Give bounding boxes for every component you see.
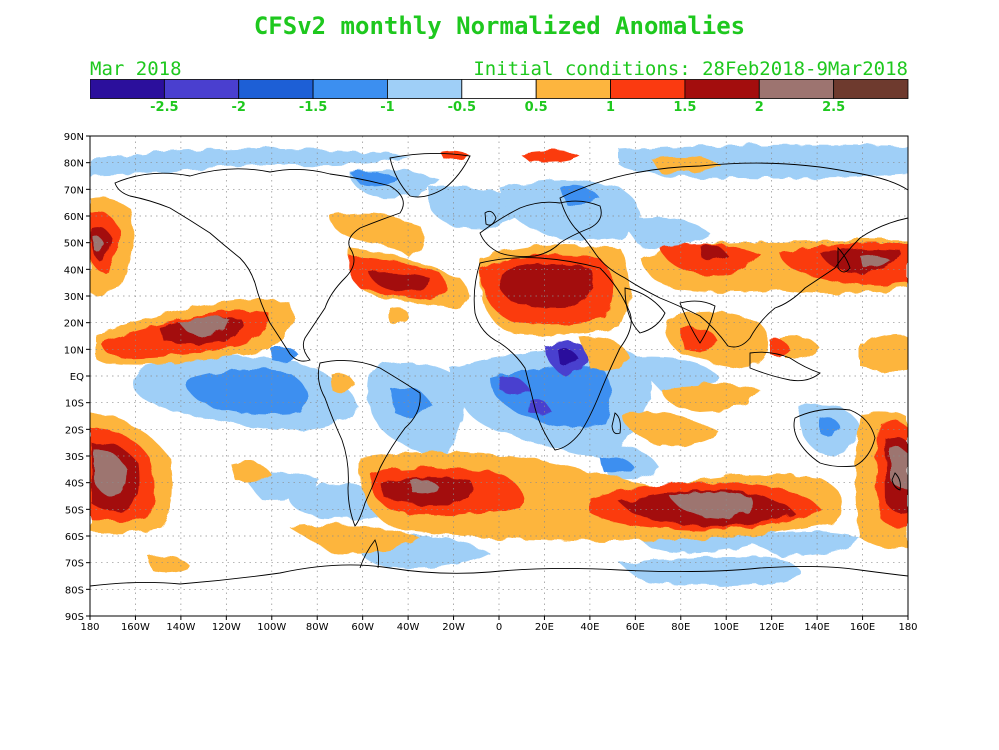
- australia-outline: [793, 408, 876, 468]
- lat-label: 60N: [64, 212, 84, 223]
- legend-label: -2.5: [150, 100, 179, 115]
- legend-label: 1.5: [673, 100, 697, 115]
- lat-label: 80S: [65, 585, 84, 596]
- arabia-outline: [624, 287, 666, 334]
- lat-label: 90N: [64, 132, 84, 143]
- lat-label: 40S: [65, 479, 84, 490]
- lat-label: 20S: [65, 425, 84, 436]
- latitude-labels: 90N 80N 70N 60N 50N 40N 30N 20N 10N EQ 10S 20S 30S 40…: [64, 132, 90, 623]
- asia-outline: [559, 162, 908, 348]
- lon-label: 120E: [759, 622, 784, 633]
- greenland-outline: [389, 152, 471, 198]
- britain-outline: [484, 210, 497, 226]
- legend-swatch: [163, 79, 240, 99]
- lon-label: 20W: [442, 622, 465, 633]
- lon-label: 60W: [351, 622, 374, 633]
- north-america-outline: [114, 168, 404, 362]
- anomaly-map: 90N 80N 70N 60N 50N 40N 30N 20N 10N EQ 10S 20S 30S 40…: [64, 132, 918, 633]
- legend-label: -1.5: [298, 100, 328, 115]
- lon-label: 40E: [580, 622, 599, 633]
- lon-label: 0: [496, 622, 502, 633]
- legend-swatch: [312, 79, 388, 99]
- lon-label: 80W: [306, 622, 329, 633]
- lat-label: 60S: [65, 532, 84, 543]
- south-america-outline: [317, 359, 421, 527]
- legend-swatch: [535, 79, 611, 99]
- legend-swatch: [833, 79, 909, 99]
- lon-label: 180: [898, 622, 917, 633]
- lon-label: 80E: [671, 622, 690, 633]
- legend-swatch: [684, 79, 760, 99]
- new-zealand-outline: [891, 472, 901, 491]
- color-legend: [90, 79, 909, 99]
- legend-swatch: [387, 79, 463, 99]
- legend-label: -0.5: [447, 100, 477, 115]
- coastlines: [90, 152, 908, 587]
- lat-label: 90S: [65, 612, 84, 623]
- india-outline: [679, 300, 716, 344]
- antarctica-outline: [90, 564, 908, 587]
- lon-label: 180: [80, 622, 99, 633]
- lon-label: 140W: [166, 622, 195, 633]
- legend-swatch: [461, 79, 537, 99]
- lat-label: 30N: [64, 292, 84, 303]
- legend-swatch: [758, 79, 835, 99]
- lat-label: 10S: [65, 399, 84, 410]
- legend-label: 2.5: [822, 100, 846, 115]
- lon-label: 100E: [714, 622, 739, 633]
- lat-label: 50N: [64, 239, 84, 250]
- antarctic-peninsula-outline: [359, 539, 380, 569]
- lat-label: 30S: [65, 452, 84, 463]
- legend-swatch: [90, 79, 165, 99]
- lon-label: 40W: [397, 622, 420, 633]
- lon-label: 20E: [535, 622, 554, 633]
- lat-label: 10N: [64, 345, 84, 356]
- africa-outline: [473, 257, 632, 451]
- lat-label: 50S: [65, 505, 84, 516]
- legend-label: 2: [754, 100, 764, 115]
- madagascar-outline: [611, 412, 621, 435]
- lat-label: 70S: [65, 559, 84, 570]
- legend-swatch: [238, 79, 314, 99]
- lon-label: 160E: [850, 622, 875, 633]
- maritime-continent-outline: [749, 351, 821, 382]
- lon-label: 140E: [804, 622, 829, 633]
- lat-label: 70N: [64, 185, 84, 196]
- lon-label: 100W: [257, 622, 286, 633]
- legend-label: -1: [380, 100, 395, 115]
- lon-label: 60E: [626, 622, 645, 633]
- legend-label: 0.5: [524, 100, 548, 115]
- forecast-month: Mar 2018: [90, 58, 182, 80]
- lon-label: 160W: [121, 622, 150, 633]
- lat-label: 20N: [64, 319, 84, 330]
- initial-conditions: Initial conditions: 28Feb2018-9Mar2018: [473, 58, 908, 80]
- europe-outline: [479, 200, 602, 258]
- legend-label: -2: [231, 100, 246, 115]
- lat-label: 40N: [64, 265, 84, 276]
- map-title: CFSv2 monthly Normalized Anomalies: [253, 12, 746, 40]
- anomaly-shading: [90, 144, 908, 585]
- legend-swatch: [610, 79, 686, 99]
- lon-label: 120W: [212, 622, 241, 633]
- longitude-labels: 180 160W 140W 120W 100W 80W 60W 40W 20W 0 20E 40E 60…: [80, 616, 918, 633]
- lat-label: 80N: [64, 159, 84, 170]
- japan-outline: [837, 246, 851, 273]
- legend-label: 1: [606, 100, 616, 115]
- lat-label: EQ: [70, 372, 84, 383]
